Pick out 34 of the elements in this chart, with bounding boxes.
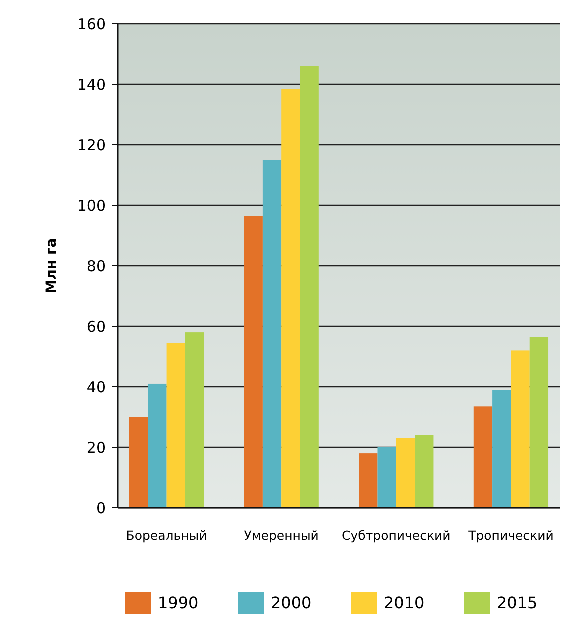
y-tick-label: 160 <box>77 15 106 34</box>
y-tick-label: 100 <box>77 196 106 215</box>
bar <box>300 66 319 508</box>
y-tick-label: 0 <box>96 499 106 518</box>
bar <box>262 160 282 508</box>
bar <box>396 438 416 508</box>
bar <box>282 89 300 508</box>
bar <box>415 435 434 508</box>
bar <box>185 332 204 508</box>
x-tick-label: Тропический <box>468 528 554 543</box>
legend-label: 1990 <box>158 594 199 613</box>
bar <box>166 343 186 508</box>
bar <box>359 454 378 508</box>
x-tick-label: Умеренный <box>244 528 319 543</box>
legend-label: 2015 <box>497 594 538 613</box>
y-tick-label: 80 <box>86 257 106 276</box>
legend-label: 2010 <box>384 594 425 613</box>
bar <box>244 216 263 508</box>
legend-label: 2000 <box>271 594 312 613</box>
bar <box>129 417 148 508</box>
x-tick-label: Субтропический <box>342 528 451 543</box>
bar <box>492 390 512 508</box>
bar <box>474 406 493 508</box>
y-tick-label: 40 <box>86 378 106 396</box>
y-tick-label: 60 <box>86 318 106 336</box>
bar <box>530 337 549 508</box>
bar <box>378 448 396 508</box>
x-tick-label: Бореальный <box>126 528 208 543</box>
y-tick-label: 140 <box>77 76 106 94</box>
bar <box>511 350 530 508</box>
y-tick-label: 20 <box>86 438 106 457</box>
y-axis-title: Млн га <box>44 238 60 294</box>
y-tick-label: 120 <box>77 136 106 154</box>
bar <box>148 384 167 508</box>
